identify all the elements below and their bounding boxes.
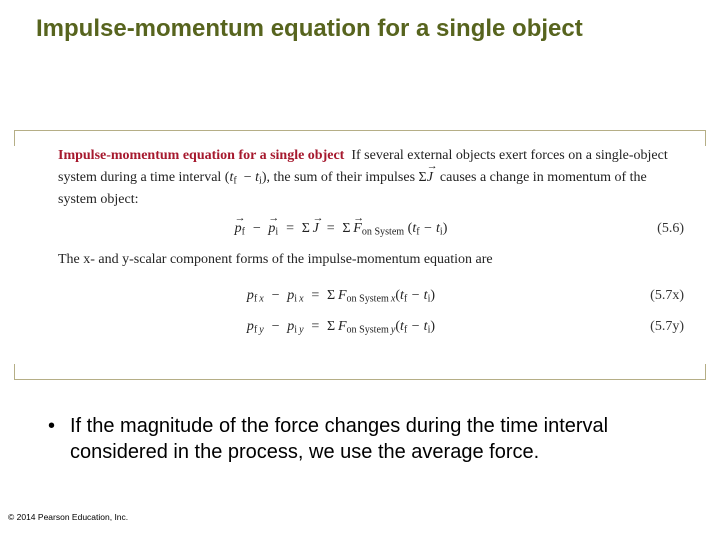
definition-box: Impulse-momentum equation for a single o… bbox=[14, 130, 706, 380]
copyright: © 2014 Pearson Education, Inc. bbox=[8, 512, 128, 522]
equation-main: pf − pi = Σ J = Σ Fon System (tf − ti) (… bbox=[58, 221, 684, 238]
page-title: Impulse-momentum equation for a single o… bbox=[0, 0, 640, 44]
definition-sentence-2: The x- and y-scalar component forms of t… bbox=[58, 249, 684, 270]
definition-text-2: ), the sum of their impulses bbox=[262, 170, 419, 185]
definition-lead: Impulse-momentum equation for a single o… bbox=[58, 145, 684, 211]
equation-number-x: (5.7x) bbox=[624, 288, 684, 304]
bullet-note: • If the magnitude of the force changes … bbox=[70, 413, 670, 465]
bullet-text: If the magnitude of the force changes du… bbox=[70, 415, 608, 463]
equation-y: pf y − pi y = Σ Fon System y(tf − ti) (5… bbox=[58, 319, 684, 336]
equation-x: pf x − pi x = Σ Fon System x(tf − ti) (5… bbox=[58, 288, 684, 305]
definition-headline: Impulse-momentum equation for a single o… bbox=[58, 148, 344, 163]
bullet-dot-icon: • bbox=[48, 413, 55, 439]
equation-number-y: (5.7y) bbox=[624, 319, 684, 335]
equation-number-main: (5.6) bbox=[624, 221, 684, 237]
